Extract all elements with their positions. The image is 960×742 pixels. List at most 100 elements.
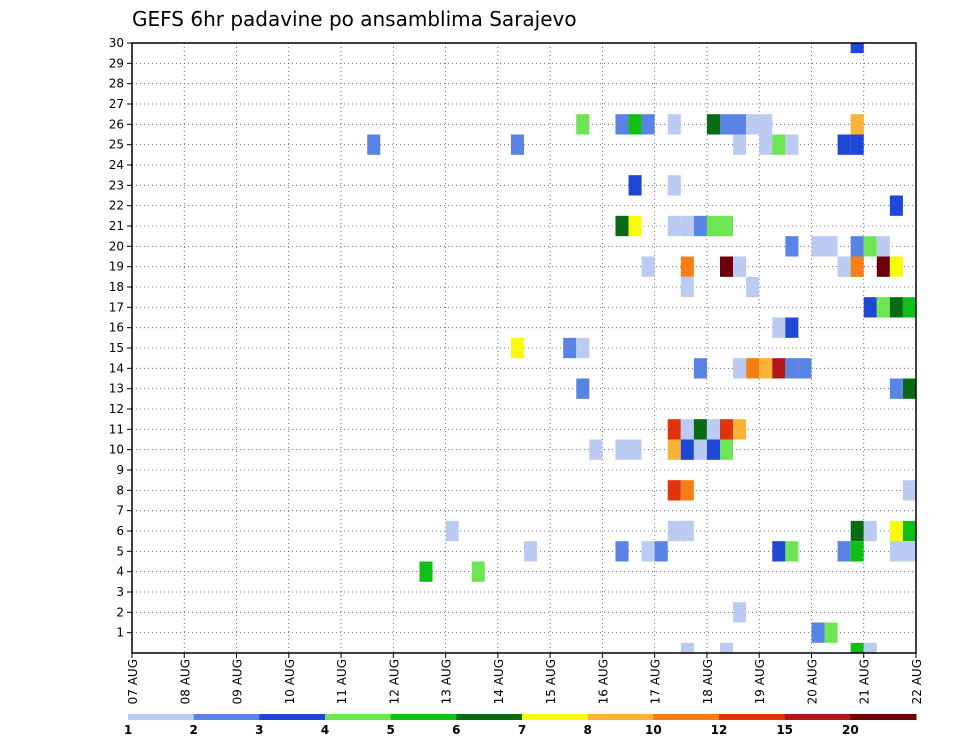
- y-tick-label: 15: [109, 341, 124, 355]
- x-tick-label: 12 AUG: [387, 659, 401, 704]
- precip-cell: [759, 114, 773, 135]
- precip-cell: [811, 236, 825, 257]
- y-tick-label: 17: [109, 300, 124, 314]
- precip-cell: [720, 439, 734, 460]
- precip-cell: [693, 419, 707, 440]
- precip-cell: [680, 439, 694, 460]
- y-tick-label: 19: [109, 260, 124, 274]
- precip-cell: [680, 276, 694, 298]
- x-tick-label: 09 AUG: [231, 659, 245, 704]
- colorbar-swatch: [653, 714, 720, 720]
- precip-cell: [693, 215, 707, 237]
- precip-cell: [576, 337, 590, 359]
- y-tick-label: 4: [116, 565, 124, 579]
- precip-cell: [733, 419, 747, 440]
- precip-cell: [615, 541, 629, 562]
- y-tick-label: 18: [109, 280, 124, 294]
- precip-cell: [706, 114, 720, 135]
- colorbar-legend: 1 2 3 4 5 6 7 8 10 12 15 20: [124, 714, 917, 737]
- precip-cell: [889, 195, 903, 216]
- colorbar-swatch: [522, 714, 589, 720]
- precip-cell: [850, 43, 864, 54]
- precip-cell: [746, 358, 760, 379]
- x-tick-label: 10 AUG: [283, 659, 297, 704]
- precip-cell: [667, 215, 681, 237]
- precip-cell: [693, 358, 707, 379]
- precip-cell: [510, 134, 524, 155]
- y-tick-label: 5: [116, 544, 124, 558]
- colorbar-swatch: [850, 714, 917, 720]
- y-axis-ticks: 1234567891011121314151617181920212223242…: [109, 36, 132, 640]
- precip-cell: [746, 276, 760, 298]
- precip-cell: [850, 541, 864, 562]
- precip-cell: [628, 114, 642, 135]
- precip-cell: [563, 337, 577, 359]
- x-tick-label: 14 AUG: [492, 659, 506, 704]
- colorbar-swatch: [325, 714, 392, 720]
- precip-cell: [706, 419, 720, 440]
- precip-cell: [706, 215, 720, 237]
- y-tick-label: 14: [109, 361, 124, 375]
- precip-cell: [524, 541, 538, 562]
- precip-cell: [589, 439, 603, 460]
- x-tick-label: 07 AUG: [126, 659, 140, 704]
- x-tick-label: 22 AUG: [910, 659, 924, 704]
- x-tick-label: 19 AUG: [753, 659, 767, 704]
- colorbar-label: 2: [189, 723, 197, 737]
- precip-cell: [902, 520, 916, 542]
- y-tick-label: 20: [109, 239, 124, 253]
- colorbar-label: 12: [711, 723, 728, 737]
- precip-cell: [863, 520, 877, 542]
- y-tick-label: 23: [109, 178, 124, 192]
- colorbar-swatch: [784, 714, 851, 720]
- colorbar-label: 3: [255, 723, 263, 737]
- y-tick-label: 21: [109, 219, 124, 233]
- precip-cell: [680, 480, 694, 501]
- colorbar-swatch: [390, 714, 457, 720]
- precip-cell: [876, 236, 890, 257]
- y-tick-label: 8: [116, 483, 124, 497]
- x-tick-label: 11 AUG: [335, 659, 349, 704]
- precip-cell: [445, 520, 459, 542]
- precip-cell: [733, 602, 747, 623]
- precip-cell: [876, 297, 890, 318]
- chart-title: GEFS 6hr padavine po ansamblima Sarajevo: [132, 7, 577, 31]
- precip-cell: [785, 134, 799, 155]
- precip-cell: [693, 439, 707, 460]
- y-tick-label: 30: [109, 36, 124, 50]
- precip-cell: [419, 561, 433, 582]
- precip-cell: [576, 114, 590, 135]
- y-tick-label: 26: [109, 117, 124, 131]
- x-tick-label: 20 AUG: [805, 659, 819, 704]
- y-tick-label: 29: [109, 56, 124, 70]
- precip-cell: [850, 520, 864, 542]
- y-tick-label: 1: [116, 626, 124, 640]
- precip-cell: [641, 114, 655, 135]
- colorbar-label: 6: [452, 723, 460, 737]
- y-tick-label: 10: [109, 443, 124, 457]
- colorbar-label: 15: [776, 723, 793, 737]
- precip-cell: [615, 439, 629, 460]
- precip-cell: [641, 256, 655, 277]
- precip-cell: [667, 520, 681, 542]
- colorbar-swatch: [587, 714, 654, 720]
- y-tick-label: 22: [109, 199, 124, 213]
- precip-cell: [680, 642, 694, 653]
- precip-cell: [785, 317, 799, 338]
- precip-cell: [837, 134, 851, 155]
- precip-cell: [759, 358, 773, 379]
- precip-cell: [785, 541, 799, 562]
- precip-cell: [850, 114, 864, 135]
- colorbar-label: 7: [518, 723, 526, 737]
- precip-cell: [772, 317, 786, 338]
- precip-cell: [733, 358, 747, 379]
- y-tick-label: 11: [109, 422, 124, 436]
- precip-cell: [902, 378, 916, 399]
- precip-cell: [720, 114, 734, 135]
- precip-cell: [720, 642, 734, 653]
- x-tick-label: 16 AUG: [596, 659, 610, 704]
- precip-cell: [850, 642, 864, 653]
- colorbar-swatch: [719, 714, 786, 720]
- precip-cell: [367, 134, 381, 155]
- precip-cell: [863, 642, 877, 653]
